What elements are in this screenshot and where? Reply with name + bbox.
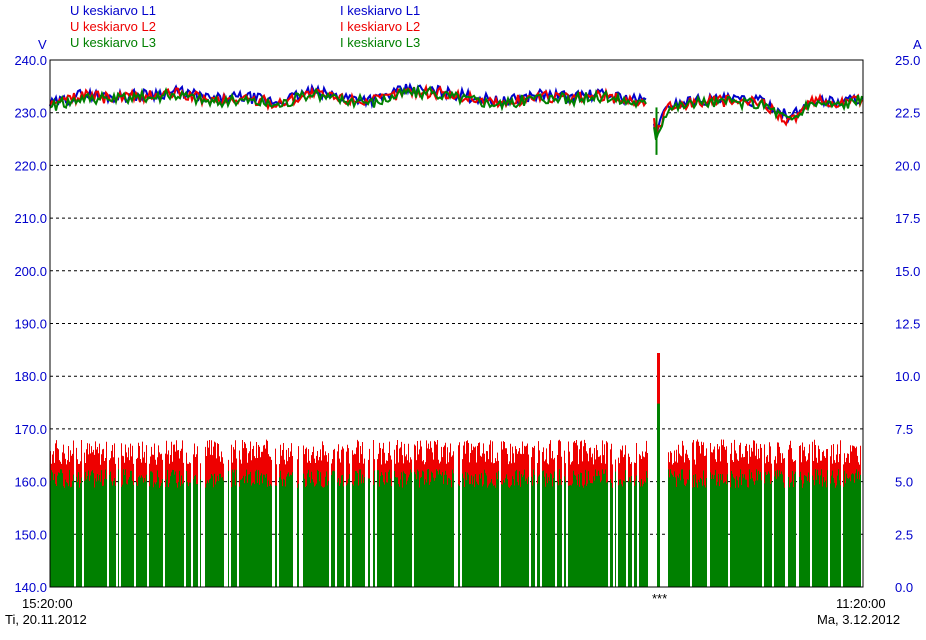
current-series <box>50 353 863 587</box>
legend-item-u-l1: U keskiarvo L1 <box>70 3 156 18</box>
left-tick-label: 200.0 <box>14 264 47 279</box>
right-tick-label: 25.0 <box>895 53 920 68</box>
current-series-l3 <box>50 403 863 587</box>
right-tick-label: 10.0 <box>895 369 920 384</box>
left-tick-label: 210.0 <box>14 211 47 226</box>
gap-marker: *** <box>652 591 667 606</box>
left-tick-label: 190.0 <box>14 317 47 332</box>
right-tick-label: 0.0 <box>895 580 913 595</box>
x-start-time: 15:20:00 <box>22 596 73 611</box>
right-tick-label: 15.0 <box>895 264 920 279</box>
right-tick-label: 7.5 <box>895 422 913 437</box>
right-tick-label: 20.0 <box>895 158 920 173</box>
legend-item-i-l3: I keskiarvo L3 <box>340 35 421 50</box>
left-tick-label: 140.0 <box>14 580 47 595</box>
voltage-series <box>49 82 863 155</box>
right-axis-unit: A <box>913 37 922 52</box>
left-tick-label: 240.0 <box>14 53 47 68</box>
left-tick-label: 220.0 <box>14 158 47 173</box>
left-tick-label: 230.0 <box>14 106 47 121</box>
axis-ticks: 140.0 0.0 150.0 2.5 160.0 5.0 170.0 7.5 180.0 10.… <box>14 53 920 595</box>
legend-current: I keskiarvo L1 I keskiarvo L2 I keskiarv… <box>340 3 420 51</box>
legend-item-u-l2: U keskiarvo L2 <box>70 19 156 34</box>
right-tick-label: 17.5 <box>895 211 920 226</box>
right-tick-label: 5.0 <box>895 475 913 490</box>
plot-frame <box>49 59 864 588</box>
x-end-time: 11:20:00 <box>836 596 886 611</box>
legend-item-i-l2: I keskiarvo L2 <box>340 19 421 34</box>
left-tick-label: 150.0 <box>14 527 47 542</box>
right-tick-label: 2.5 <box>895 527 913 542</box>
left-tick-label: 160.0 <box>14 475 47 490</box>
left-axis-unit: V <box>38 37 47 52</box>
left-tick-label: 180.0 <box>14 369 47 384</box>
right-tick-label: 22.5 <box>895 106 920 121</box>
left-tick-label: 170.0 <box>14 422 47 437</box>
x-end-date: Ma, 3.12.2012 <box>817 612 900 627</box>
right-tick-label: 12.5 <box>895 317 920 332</box>
voltage-series-l3 <box>49 84 863 141</box>
legend-item-u-l3: U keskiarvo L3 <box>70 35 156 50</box>
x-start-date: Ti, 20.11.2012 <box>5 612 87 627</box>
legend-voltage: U keskiarvo L1 U keskiarvo L2 U keskiarv… <box>70 3 156 51</box>
legend-item-i-l1: I keskiarvo L1 <box>340 3 421 18</box>
